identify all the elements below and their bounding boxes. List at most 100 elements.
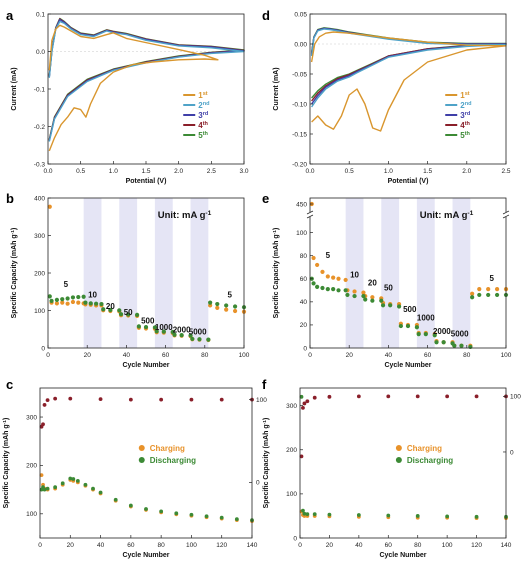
discharge-point bbox=[441, 340, 446, 345]
y-axis-title: Current (mA) bbox=[11, 67, 18, 110]
rate-label: 50 bbox=[124, 308, 133, 317]
axis-break-gap bbox=[307, 212, 313, 217]
charge-point bbox=[325, 274, 330, 279]
discharge-point bbox=[331, 287, 336, 292]
x-tick-label: 0 bbox=[308, 352, 312, 359]
discharge-point bbox=[416, 332, 421, 337]
right-tick-label: 100 bbox=[510, 394, 521, 401]
y-tick-label: -0.2 bbox=[34, 124, 46, 131]
discharge-point bbox=[486, 292, 491, 298]
discharge-point bbox=[232, 304, 238, 309]
coulombic-point bbox=[312, 395, 317, 400]
discharge-point bbox=[494, 292, 500, 298]
rate-label: 5 bbox=[490, 274, 495, 283]
discharge-point bbox=[75, 479, 80, 483]
rate-label: 20 bbox=[106, 302, 115, 311]
x-tick-label: 0 bbox=[298, 542, 302, 549]
discharge-point bbox=[398, 323, 403, 329]
coulombic-point bbox=[445, 394, 450, 399]
discharge-point bbox=[363, 297, 368, 302]
charge-point bbox=[477, 287, 482, 292]
coulombic-point bbox=[386, 394, 391, 399]
y-tick-label: 0 bbox=[303, 345, 307, 352]
right-tick-label: 0 bbox=[256, 480, 260, 487]
y-tick-label: 60 bbox=[300, 276, 308, 283]
discharge-point bbox=[414, 325, 420, 330]
discharge-point bbox=[136, 324, 141, 329]
discharge-point bbox=[188, 333, 193, 338]
y-tick-label: 200 bbox=[286, 447, 297, 454]
discharge-point bbox=[54, 297, 60, 302]
discharge-point bbox=[76, 294, 81, 300]
x-tick-label: 2.0 bbox=[462, 168, 471, 175]
y-tick-label: -0.05 bbox=[292, 71, 307, 78]
discharge-point bbox=[356, 513, 361, 517]
discharge-point bbox=[60, 481, 65, 486]
discharge-point bbox=[343, 288, 348, 293]
discharge-point bbox=[302, 511, 307, 516]
discharge-point bbox=[152, 325, 158, 330]
charge-point bbox=[224, 307, 229, 312]
discharge-point bbox=[117, 308, 122, 313]
x-tick-label: 1.0 bbox=[384, 168, 393, 175]
rate-label: 2000 bbox=[173, 326, 191, 335]
x-tick-label: 40 bbox=[123, 352, 131, 359]
x-tick-label: 2.5 bbox=[501, 168, 510, 175]
charge-point bbox=[361, 290, 366, 295]
legend-label: 2nd bbox=[198, 101, 210, 110]
discharge-point bbox=[60, 297, 65, 302]
rate-band bbox=[452, 198, 471, 348]
discharge-point bbox=[83, 482, 88, 487]
y-tick-label: -0.10 bbox=[292, 101, 307, 108]
x-tick-label: 80 bbox=[201, 352, 209, 359]
discharge-point bbox=[91, 486, 95, 491]
y-tick-label: 0 bbox=[293, 535, 297, 542]
discharge-point bbox=[68, 476, 73, 481]
x-tick-label: 20 bbox=[84, 352, 92, 359]
discharge-point bbox=[352, 293, 357, 299]
x-tick-label: 100 bbox=[239, 352, 250, 359]
legend-label: 1st bbox=[198, 91, 208, 100]
legend-label: 2nd bbox=[460, 101, 472, 110]
discharge-point bbox=[88, 301, 93, 306]
discharge-point bbox=[415, 514, 420, 518]
discharge-point bbox=[219, 515, 224, 520]
discharge-point bbox=[361, 293, 366, 299]
unit-label: Unit: mA g-1 bbox=[158, 210, 212, 222]
discharge-point bbox=[144, 507, 148, 511]
discharge-point bbox=[143, 324, 149, 330]
discharge-point bbox=[49, 298, 54, 304]
y-tick-label: 0 bbox=[41, 345, 45, 352]
legend-label: Charging bbox=[407, 444, 442, 453]
discharge-point bbox=[380, 303, 386, 308]
x-tick-label: 2.0 bbox=[174, 168, 183, 175]
x-tick-label: 80 bbox=[158, 542, 166, 549]
x-tick-label: 0.5 bbox=[345, 168, 354, 175]
discharge-point bbox=[379, 298, 384, 303]
charge-point bbox=[60, 300, 65, 305]
legend-label: 1st bbox=[460, 91, 470, 100]
x-tick-label: 40 bbox=[97, 542, 105, 549]
x-tick-label: 0.5 bbox=[76, 168, 85, 175]
discharge-point bbox=[113, 497, 118, 502]
x-axis-title: Cycle Number bbox=[122, 552, 169, 559]
charge-point bbox=[343, 277, 348, 283]
x-tick-label: 140 bbox=[501, 542, 512, 549]
coulombic-point bbox=[53, 396, 58, 401]
x-tick-label: 1.5 bbox=[423, 168, 432, 175]
coulombic-point bbox=[301, 405, 305, 410]
charge-point bbox=[76, 300, 81, 305]
axis-break-gap bbox=[503, 212, 509, 217]
legend-label: 4th bbox=[198, 121, 208, 130]
legend-label: 3rd bbox=[198, 111, 209, 120]
x-axis-title: Potential (V) bbox=[388, 178, 429, 185]
coulombic-point bbox=[327, 394, 332, 399]
discharge-point bbox=[189, 512, 194, 517]
discharge-point bbox=[325, 287, 330, 292]
plot-frame bbox=[299, 387, 507, 539]
charge-point bbox=[315, 262, 320, 268]
discharge-point bbox=[311, 281, 316, 286]
coulombic-point bbox=[159, 397, 164, 402]
x-tick-label: 80 bbox=[414, 542, 422, 549]
discharge-point bbox=[53, 485, 58, 490]
